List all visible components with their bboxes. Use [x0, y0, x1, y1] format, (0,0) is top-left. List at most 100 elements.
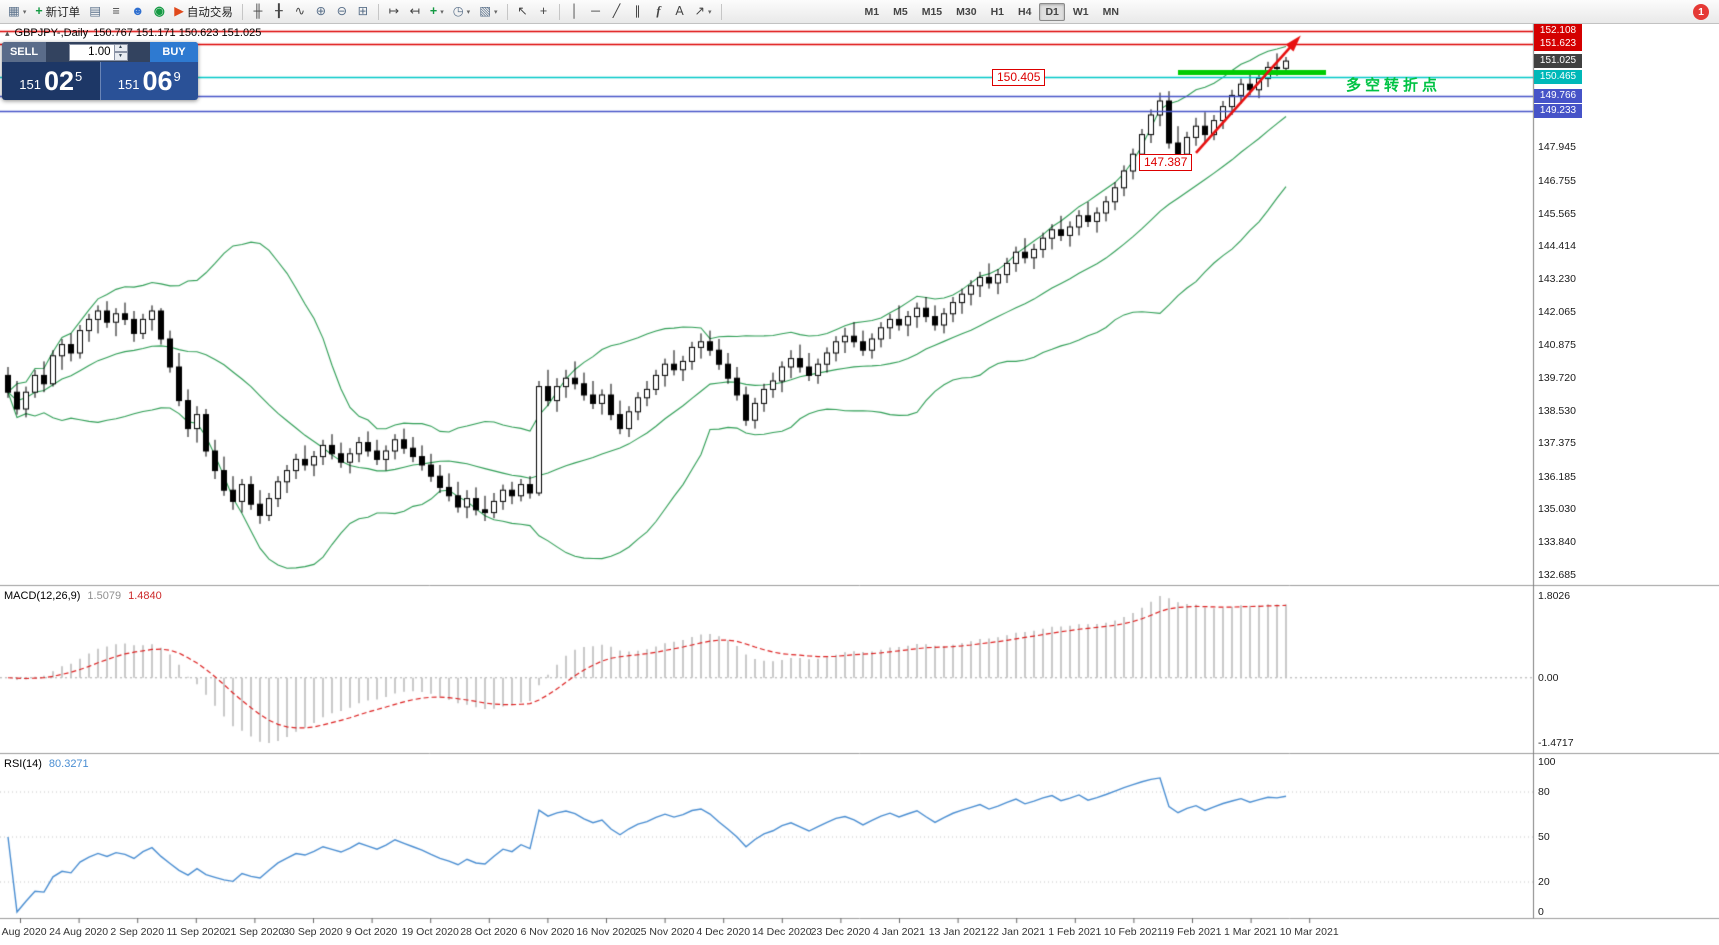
arrows-icon: ↗: [694, 4, 705, 19]
one-click-prices: 151 02 5 151 06 9: [2, 62, 198, 100]
timeframe-h1-button[interactable]: H1: [985, 3, 1010, 21]
new-order-plus-icon: +: [35, 4, 43, 19]
candlestick-type-button[interactable]: ╂: [269, 2, 289, 22]
rsi-value: 80.3271: [48, 758, 89, 770]
buy-price[interactable]: 151 06 9: [99, 62, 198, 100]
buy-price-sup: 9: [173, 69, 181, 84]
timeframe-mn-button[interactable]: MN: [1097, 3, 1125, 21]
volume-up-button[interactable]: ▲: [114, 43, 128, 52]
indicators-plus-icon: +: [429, 4, 438, 19]
cursor-button[interactable]: ↖: [513, 2, 533, 22]
toolbar-separator: [377, 3, 379, 20]
bar-chart-icon: ╫: [253, 4, 263, 19]
trendline-button[interactable]: ╱: [607, 2, 627, 22]
sell-price-big: 02: [43, 65, 74, 96]
navigator-button[interactable]: ≡: [106, 2, 126, 22]
symbol-name: GBPJPY-,Daily: [14, 27, 89, 39]
volume-input[interactable]: [68, 43, 115, 61]
channel-button[interactable]: ∥: [628, 2, 648, 22]
volume-field: ▲ ▼: [68, 43, 128, 61]
new-order-label: 新订单: [45, 6, 81, 19]
tile-windows-icon: ⊞: [357, 4, 369, 19]
bar-chart-type-button[interactable]: ╫: [248, 2, 268, 22]
toolbar-separator: [241, 3, 243, 20]
line-chart-type-button[interactable]: ∿: [290, 2, 310, 22]
zoom-out-icon: ⊖: [336, 4, 348, 19]
chart-shift-button[interactable]: ↤: [405, 2, 425, 22]
sell-price-prefix: 151: [19, 77, 41, 92]
vertical-line-button[interactable]: │: [565, 2, 585, 22]
price-chart-canvas[interactable]: [0, 24, 1719, 945]
buy-price-big: 06: [142, 65, 173, 96]
data-window-icon: ▤: [89, 4, 102, 19]
resistance-price-label[interactable]: 150.405: [992, 69, 1046, 87]
chevron-down-icon: ▾: [22, 8, 27, 16]
horizontal-line-button[interactable]: ─: [586, 2, 606, 22]
navigator-icon: ≡: [112, 4, 120, 19]
macd-signal-value: 1.4840: [128, 590, 162, 602]
sell-price[interactable]: 151 02 5: [2, 62, 100, 100]
timeframe-m30-button[interactable]: M30: [950, 3, 982, 21]
templates-button[interactable]: ▧ ▾: [475, 2, 501, 22]
bull-bear-turning-point-note[interactable]: 多空转折点: [1346, 77, 1442, 94]
zoom-in-button[interactable]: ⊕: [311, 2, 331, 22]
vertical-line-icon: │: [570, 4, 579, 19]
new-chart-icon: ▦: [8, 4, 20, 19]
text-button[interactable]: A: [670, 2, 690, 22]
tile-windows-button[interactable]: ⊞: [353, 2, 373, 22]
chart-area: 147.945 146.755 145.565 144.414 143.230 142.0…: [0, 24, 1719, 945]
timeframe-h4-button[interactable]: H4: [1012, 3, 1037, 21]
autotrading-icon: ▶: [174, 4, 184, 19]
timeframe-w1-button[interactable]: W1: [1067, 3, 1095, 21]
volume-stepper: ▲ ▼: [114, 43, 128, 61]
timeframe-m15-button[interactable]: M15: [916, 3, 948, 21]
crosshair-button[interactable]: +: [534, 2, 554, 22]
autotrading-label: 自动交易: [186, 6, 233, 19]
auto-scroll-button[interactable]: ↦: [384, 2, 404, 22]
auto-scroll-icon: ↦: [388, 4, 400, 19]
macd-name: MACD(12,26,9): [4, 590, 81, 602]
symbol-ohlc-values: 150.767 151.171 150.623 151.025: [93, 27, 262, 39]
text-icon: A: [675, 4, 684, 19]
market-watch-button[interactable]: ◉: [149, 2, 169, 22]
arrows-button[interactable]: ↗ ▾: [691, 2, 716, 22]
templates-icon: ▧: [479, 4, 491, 19]
macd-header: MACD(12,26,9) 1.5079 1.4840: [4, 590, 162, 602]
cursor-icon: ↖: [517, 4, 528, 19]
timeframe-d1-button[interactable]: D1: [1039, 2, 1065, 21]
notifications-badge[interactable]: 1: [1693, 3, 1709, 20]
chart-shift-icon: ↤: [409, 4, 421, 19]
support-price-label[interactable]: 147.387: [1139, 153, 1193, 171]
rsi-name: RSI(14): [4, 758, 42, 770]
crosshair-icon: +: [539, 4, 548, 19]
timeframe-m5-button[interactable]: M5: [887, 3, 914, 21]
chevron-down-icon: ▾: [494, 8, 498, 16]
zoom-out-button[interactable]: ⊖: [332, 2, 352, 22]
main-toolbar: ▦ ▾ + 新订单 ▤ ≡ ☻ ◉ ▶ 自动交易 ╫ ╂ ∿: [0, 0, 1719, 24]
timeframe-m1-button[interactable]: M1: [859, 3, 886, 21]
line-chart-icon: ∿: [294, 4, 306, 19]
horizontal-line-icon: ─: [591, 4, 600, 19]
rsi-header: RSI(14) 80.3271: [4, 758, 89, 770]
candlestick-icon: ╂: [275, 4, 283, 19]
autotrading-button[interactable]: ▶ 自动交易: [170, 2, 237, 22]
profiles-icon: ☻: [131, 4, 145, 19]
periods-button[interactable]: ◷ ▾: [449, 2, 474, 22]
fibonacci-button[interactable]: f: [649, 2, 669, 22]
sell-price-sup: 5: [75, 69, 83, 84]
trendline-icon: ╱: [612, 4, 621, 19]
indicators-button[interactable]: + ▾: [426, 2, 448, 22]
profiles-button[interactable]: ☻: [127, 2, 148, 22]
new-chart-button[interactable]: ▦ ▾: [4, 2, 30, 22]
chevron-down-icon: ▾: [440, 8, 444, 16]
panel-separator[interactable]: [0, 750, 1719, 756]
buy-button[interactable]: BUY: [150, 42, 198, 62]
volume-down-button[interactable]: ▼: [114, 52, 128, 61]
panel-separator[interactable]: [0, 582, 1719, 588]
toolbar-separator: [558, 3, 560, 20]
zoom-in-icon: ⊕: [315, 4, 327, 19]
data-window-button[interactable]: ▤: [85, 2, 105, 22]
new-order-button[interactable]: + 新订单: [31, 2, 84, 22]
sell-button[interactable]: SELL: [2, 42, 46, 62]
collapse-icon[interactable]: ▴: [5, 27, 10, 38]
